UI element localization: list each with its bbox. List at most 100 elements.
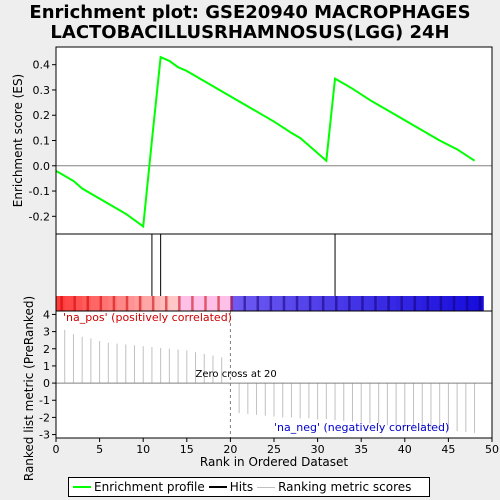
rank-color-cell	[404, 296, 415, 311]
rank-color-cell	[221, 296, 231, 311]
es-ytick-label: -0.1	[29, 185, 50, 198]
rank-color-stripe	[387, 296, 390, 311]
rank-xtick-label: 35	[354, 443, 368, 456]
rank-color-stripe	[282, 296, 286, 311]
rank-xtick-label: 20	[223, 443, 237, 456]
rank-ytick-label: 1	[43, 360, 50, 373]
rank-color-cell	[457, 296, 467, 311]
hits-panel-bg	[56, 234, 492, 296]
es-y-axis-title: Enrichment score (ES)	[11, 74, 25, 207]
rank-color-cell	[378, 296, 388, 311]
rank-ytick-label: -1	[39, 394, 50, 407]
rank-color-stripe	[138, 296, 142, 311]
chart-title-line-2: LACTOBACILLUSRHAMNOSUS(LGG) 24H	[50, 22, 450, 43]
rank-ytick-label: 2	[43, 343, 50, 356]
rank-xtick-label: 0	[53, 443, 60, 456]
rank-color-cell	[361, 296, 371, 311]
es-ytick-label: -0.2	[29, 210, 50, 223]
rank-color-cell	[151, 296, 162, 311]
rank-color-cell	[352, 296, 362, 311]
rank-color-stripe	[178, 296, 181, 311]
legend-swatch-hits	[208, 486, 227, 488]
rank-color-cell	[204, 296, 214, 311]
es-ytick-label: 0.2	[33, 109, 51, 122]
rank-color-stripe	[217, 296, 220, 311]
rank-color-stripe	[112, 296, 116, 311]
enrichment-profile-line	[55, 55, 476, 229]
rank-color-stripe	[335, 296, 338, 311]
rank-ytick-label: 4	[43, 308, 50, 321]
rank-color-cell	[413, 296, 423, 311]
es-ytick-label: 0.3	[33, 84, 51, 97]
rank-color-cell	[274, 296, 284, 311]
legend-item-hits: Hits	[208, 480, 254, 494]
rank-panel-frame	[55, 310, 493, 439]
rank-color-cell	[99, 296, 109, 311]
chart-title-line-1: Enrichment plot: GSE20940 MACROPHAGES	[29, 2, 471, 23]
rank-color-stripe	[465, 296, 469, 311]
rank-color-stripe	[321, 296, 325, 311]
pos-correlated-label: 'na_pos' (positively correlated)	[63, 311, 232, 324]
rank-color-stripe	[452, 296, 456, 311]
rank-color-stripe	[243, 296, 246, 311]
rank-color-cell	[387, 296, 397, 311]
rank-color-cell	[143, 296, 153, 311]
rank-color-stripe	[400, 296, 403, 311]
rank-xtick-label: 45	[441, 443, 455, 456]
rank-color-stripe	[99, 296, 103, 311]
rank-color-stripe	[426, 296, 430, 311]
rank-color-cell	[73, 296, 83, 311]
rank-color-stripe	[269, 296, 273, 311]
legend-item-ranking-metric: Ranking metric scores	[257, 480, 411, 494]
rank-color-stripe	[361, 296, 364, 311]
legend-item-enrichment-profile: Enrichment profile	[73, 480, 205, 494]
es-ytick-label: 0.1	[33, 135, 51, 148]
rank-color-cell	[326, 296, 336, 311]
legend-swatch-enrichment	[73, 486, 91, 488]
legend-label-hits: Hits	[229, 480, 254, 494]
rank-color-stripe	[125, 296, 129, 311]
rank-color-stripe	[73, 296, 76, 311]
x-axis-title: Rank in Ordered Dataset	[200, 455, 348, 469]
rank-color-stripe	[348, 296, 351, 311]
rank-color-cell	[465, 296, 476, 311]
rank-xtick-label: 10	[136, 443, 150, 456]
rank-xtick-label: 50	[485, 443, 499, 456]
rank-color-cell	[335, 296, 345, 311]
rank-panel-bg	[56, 311, 492, 438]
zero-cross-label: Zero cross at 20	[196, 369, 277, 380]
rank-color-cell	[178, 296, 188, 311]
rank-xtick-label: 30	[311, 443, 325, 456]
rank-xtick-label: 40	[398, 443, 412, 456]
rank-color-cell	[282, 296, 292, 311]
rank-color-stripe	[151, 296, 155, 311]
rank-color-cell	[117, 296, 127, 311]
rank-ytick-label: 3	[43, 326, 50, 339]
rank-color-cell	[256, 296, 266, 311]
rank-color-stripe	[413, 296, 417, 311]
rank-color-stripe	[86, 296, 90, 311]
es-ytick-label: 0.4	[33, 59, 51, 72]
legend-swatch-ranking	[257, 486, 276, 488]
rank-xtick-label: 25	[267, 443, 281, 456]
rank-ytick-label: -3	[39, 429, 50, 442]
rank-xtick-label: 5	[96, 443, 103, 456]
rank-color-stripe	[374, 296, 377, 311]
rank-color-cell	[195, 296, 205, 311]
rank-xtick-label: 15	[180, 443, 194, 456]
rank-color-cell	[308, 296, 319, 311]
rank-color-stripe	[165, 296, 168, 311]
es-panel-bg	[56, 47, 492, 234]
rank-color-cell	[300, 296, 310, 311]
rank-color-cell	[230, 296, 240, 311]
rank-color-cell	[64, 296, 74, 311]
legend-label-ranking: Ranking metric scores	[278, 480, 412, 494]
rank-ytick-label: 0	[43, 377, 50, 390]
rank-color-stripe	[60, 296, 63, 311]
chart-legend: Enrichment profile Hits Ranking metric s…	[68, 477, 430, 497]
rank-color-stripe	[308, 296, 312, 311]
rank-y-axis-title: Ranked list metric (PreRanked)	[22, 296, 36, 481]
rank-color-stripe	[295, 296, 299, 311]
